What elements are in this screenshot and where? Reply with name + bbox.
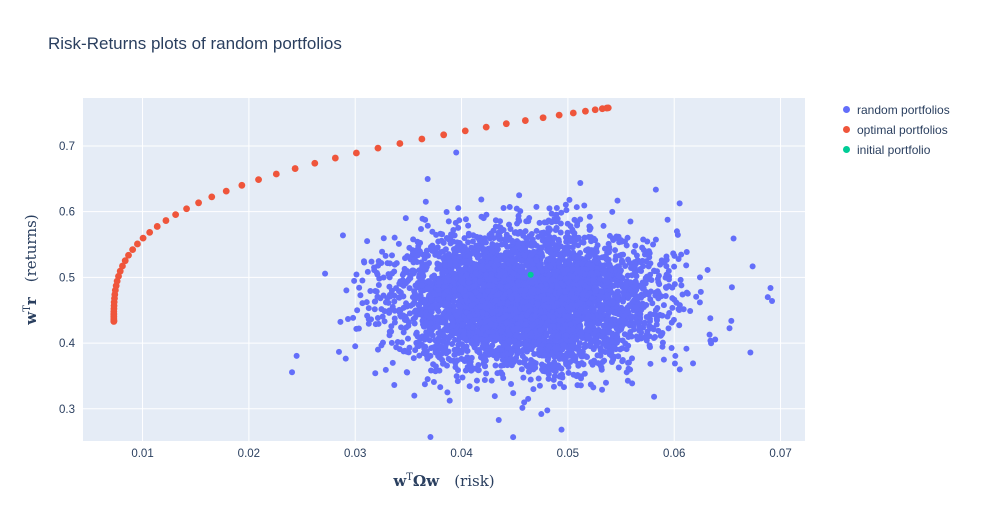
legend-item-optimal-portfolios[interactable]: optimal portfolios — [843, 120, 950, 139]
legend-item-random-portfolios[interactable]: random portfolios — [843, 100, 950, 119]
x-axis-title: wTΩw (risk) — [392, 472, 494, 490]
y-tick-label: 0.3 — [59, 404, 75, 416]
x-tick-label: 0.01 — [131, 448, 153, 460]
x-tick-label: 0.03 — [344, 448, 366, 460]
chart-title: Risk-Returns plots of random portfolios — [48, 34, 342, 53]
legend-item-initial-portfolio[interactable]: initial portfolio — [843, 140, 950, 159]
series-optimal-portfolios — [110, 104, 612, 325]
legend-marker-optimal-icon — [843, 126, 850, 133]
legend: random portfolios optimal portfolios ini… — [843, 100, 950, 159]
y-tick-label: 0.5 — [59, 272, 75, 284]
legend-label-optimal: optimal portfolios — [857, 122, 948, 137]
legend-label-random: random portfolios — [857, 102, 950, 117]
y-axis-title: wTr (returns) — [22, 214, 40, 325]
x-tick-label: 0.06 — [663, 448, 685, 460]
legend-label-initial: initial portfolio — [857, 142, 931, 157]
x-tick-label: 0.05 — [557, 448, 579, 460]
legend-marker-random-icon — [843, 106, 850, 113]
series-random-portfolios — [289, 149, 776, 441]
y-tick-label: 0.4 — [59, 338, 76, 350]
x-tick-label: 0.07 — [769, 448, 791, 460]
legend-marker-initial-icon — [843, 146, 850, 153]
x-tick-label: 0.02 — [238, 448, 260, 460]
y-tick-label: 0.6 — [59, 207, 75, 219]
y-tick-label: 0.7 — [59, 141, 75, 153]
series-initial-portfolio — [527, 271, 534, 278]
x-tick-label: 0.04 — [450, 448, 473, 460]
